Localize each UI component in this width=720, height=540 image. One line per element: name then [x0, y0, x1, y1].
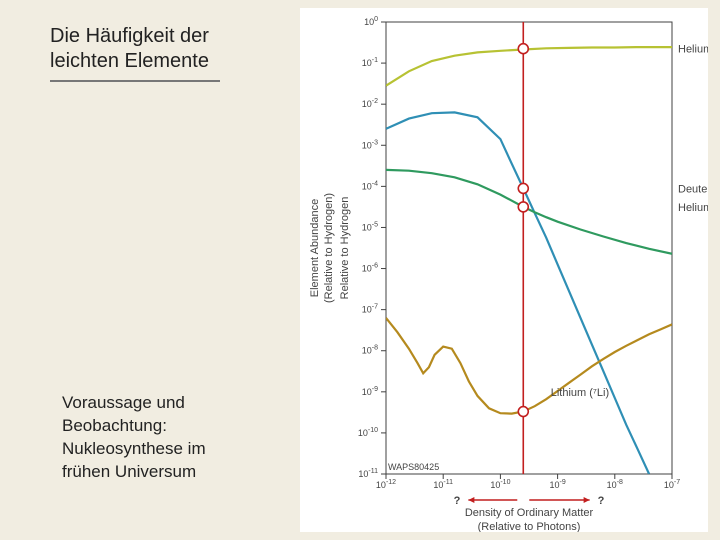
svg-text:Deuterium (²H): Deuterium (²H)	[678, 183, 708, 195]
abundance-chart: 100 10-1 10-2 10-3 10-4 10-5 10-6 10-7 10-8 10-9 1…	[300, 8, 708, 532]
svg-text:10-7: 10-7	[362, 304, 378, 315]
svg-text:(Relative to Photons): (Relative to Photons)	[478, 521, 581, 532]
svg-text:(Relative to Hydrogen): (Relative to Hydrogen)	[323, 193, 335, 303]
svg-text:10-7: 10-7	[664, 479, 680, 490]
svg-text:10-3: 10-3	[362, 139, 378, 150]
svg-text:Density of Ordinary Matter: Density of Ordinary Matter	[465, 507, 594, 519]
page-title: Die Häufigkeit der leichten Elemente	[50, 24, 209, 74]
svg-text:10-2: 10-2	[362, 98, 378, 109]
svg-text:10-4: 10-4	[362, 180, 378, 191]
svg-text:10-5: 10-5	[362, 221, 378, 232]
svg-text:?: ?	[598, 495, 605, 507]
svg-text:10-8: 10-8	[362, 345, 378, 356]
svg-text:10-9: 10-9	[362, 386, 378, 397]
svg-text:10-8: 10-8	[607, 479, 623, 490]
caption: Voraussage und Beobachtung: Nukleosynthe…	[62, 392, 206, 484]
svg-text:10-12: 10-12	[376, 479, 396, 490]
svg-text:10-6: 10-6	[362, 263, 378, 274]
svg-text:Helium (³He): Helium (³He)	[678, 202, 708, 214]
svg-text:?: ?	[454, 495, 461, 507]
svg-text:Relative to Hydrogen: Relative to Hydrogen	[339, 197, 351, 300]
svg-text:Helium 4 (⁴He): Helium 4 (⁴He)	[678, 44, 708, 56]
title-underline	[50, 80, 220, 82]
svg-text:WAPS80425: WAPS80425	[388, 462, 439, 472]
title-line2: leichten Elemente	[50, 50, 209, 72]
svg-text:Element Abundance: Element Abundance	[309, 199, 321, 297]
caption-line3: Nukleosynthese im	[62, 439, 206, 458]
title-line1: Die Häufigkeit der	[50, 25, 209, 47]
svg-text:10-10: 10-10	[358, 427, 378, 438]
svg-text:100: 100	[364, 16, 378, 27]
caption-line4: frühen Universum	[62, 462, 196, 481]
svg-text:10-11: 10-11	[433, 479, 453, 490]
svg-text:10-11: 10-11	[358, 468, 378, 479]
caption-line1: Voraussage und	[62, 393, 185, 412]
svg-text:10-9: 10-9	[549, 479, 565, 490]
svg-text:10-10: 10-10	[490, 479, 510, 490]
caption-line2: Beobachtung:	[62, 416, 167, 435]
svg-text:Lithium (⁷Li): Lithium (⁷Li)	[551, 387, 609, 399]
svg-text:10-1: 10-1	[362, 57, 378, 68]
